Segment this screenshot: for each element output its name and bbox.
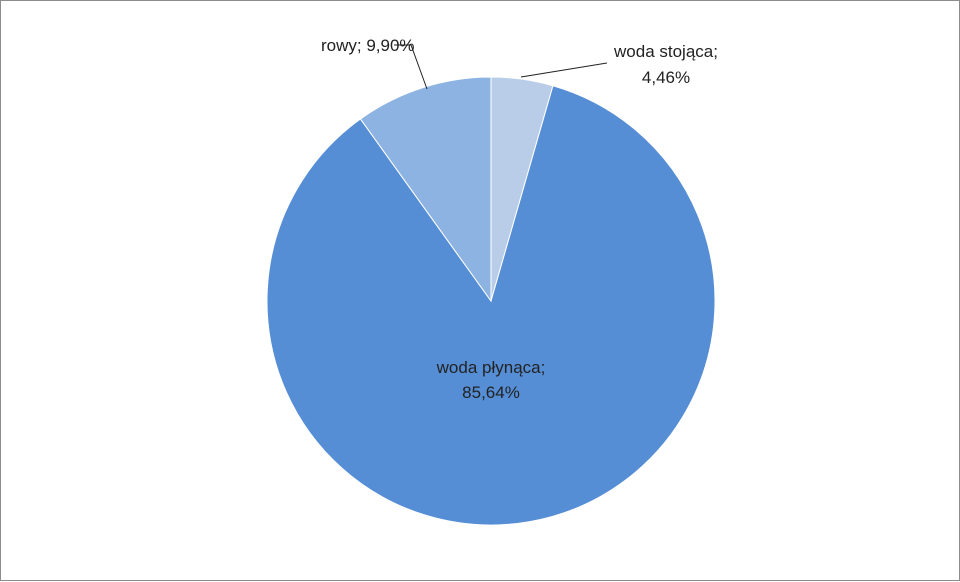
data-label-rowy-line1: rowy; 9,90% [321,36,415,55]
leader-lines [394,44,608,90]
pie-slice-rowy [359,76,492,303]
leader-line-rowy [394,44,428,90]
data-label-woda-płynąca-line1: woda płynąca; [436,358,546,377]
data-label-woda-płynąca-line2: 85,64% [462,383,520,402]
pie-slices [266,76,716,526]
leader-line-woda-stojąca [520,62,608,78]
data-labels: woda stojąca; 4,46% woda płynąca; 85,64% row… [321,36,718,402]
data-label-woda-stojąca-line1: woda stojąca; [613,42,718,61]
data-label-woda-stojąca-line2: 4,46% [642,68,690,87]
pie-slice-woda-płynąca [266,85,716,526]
